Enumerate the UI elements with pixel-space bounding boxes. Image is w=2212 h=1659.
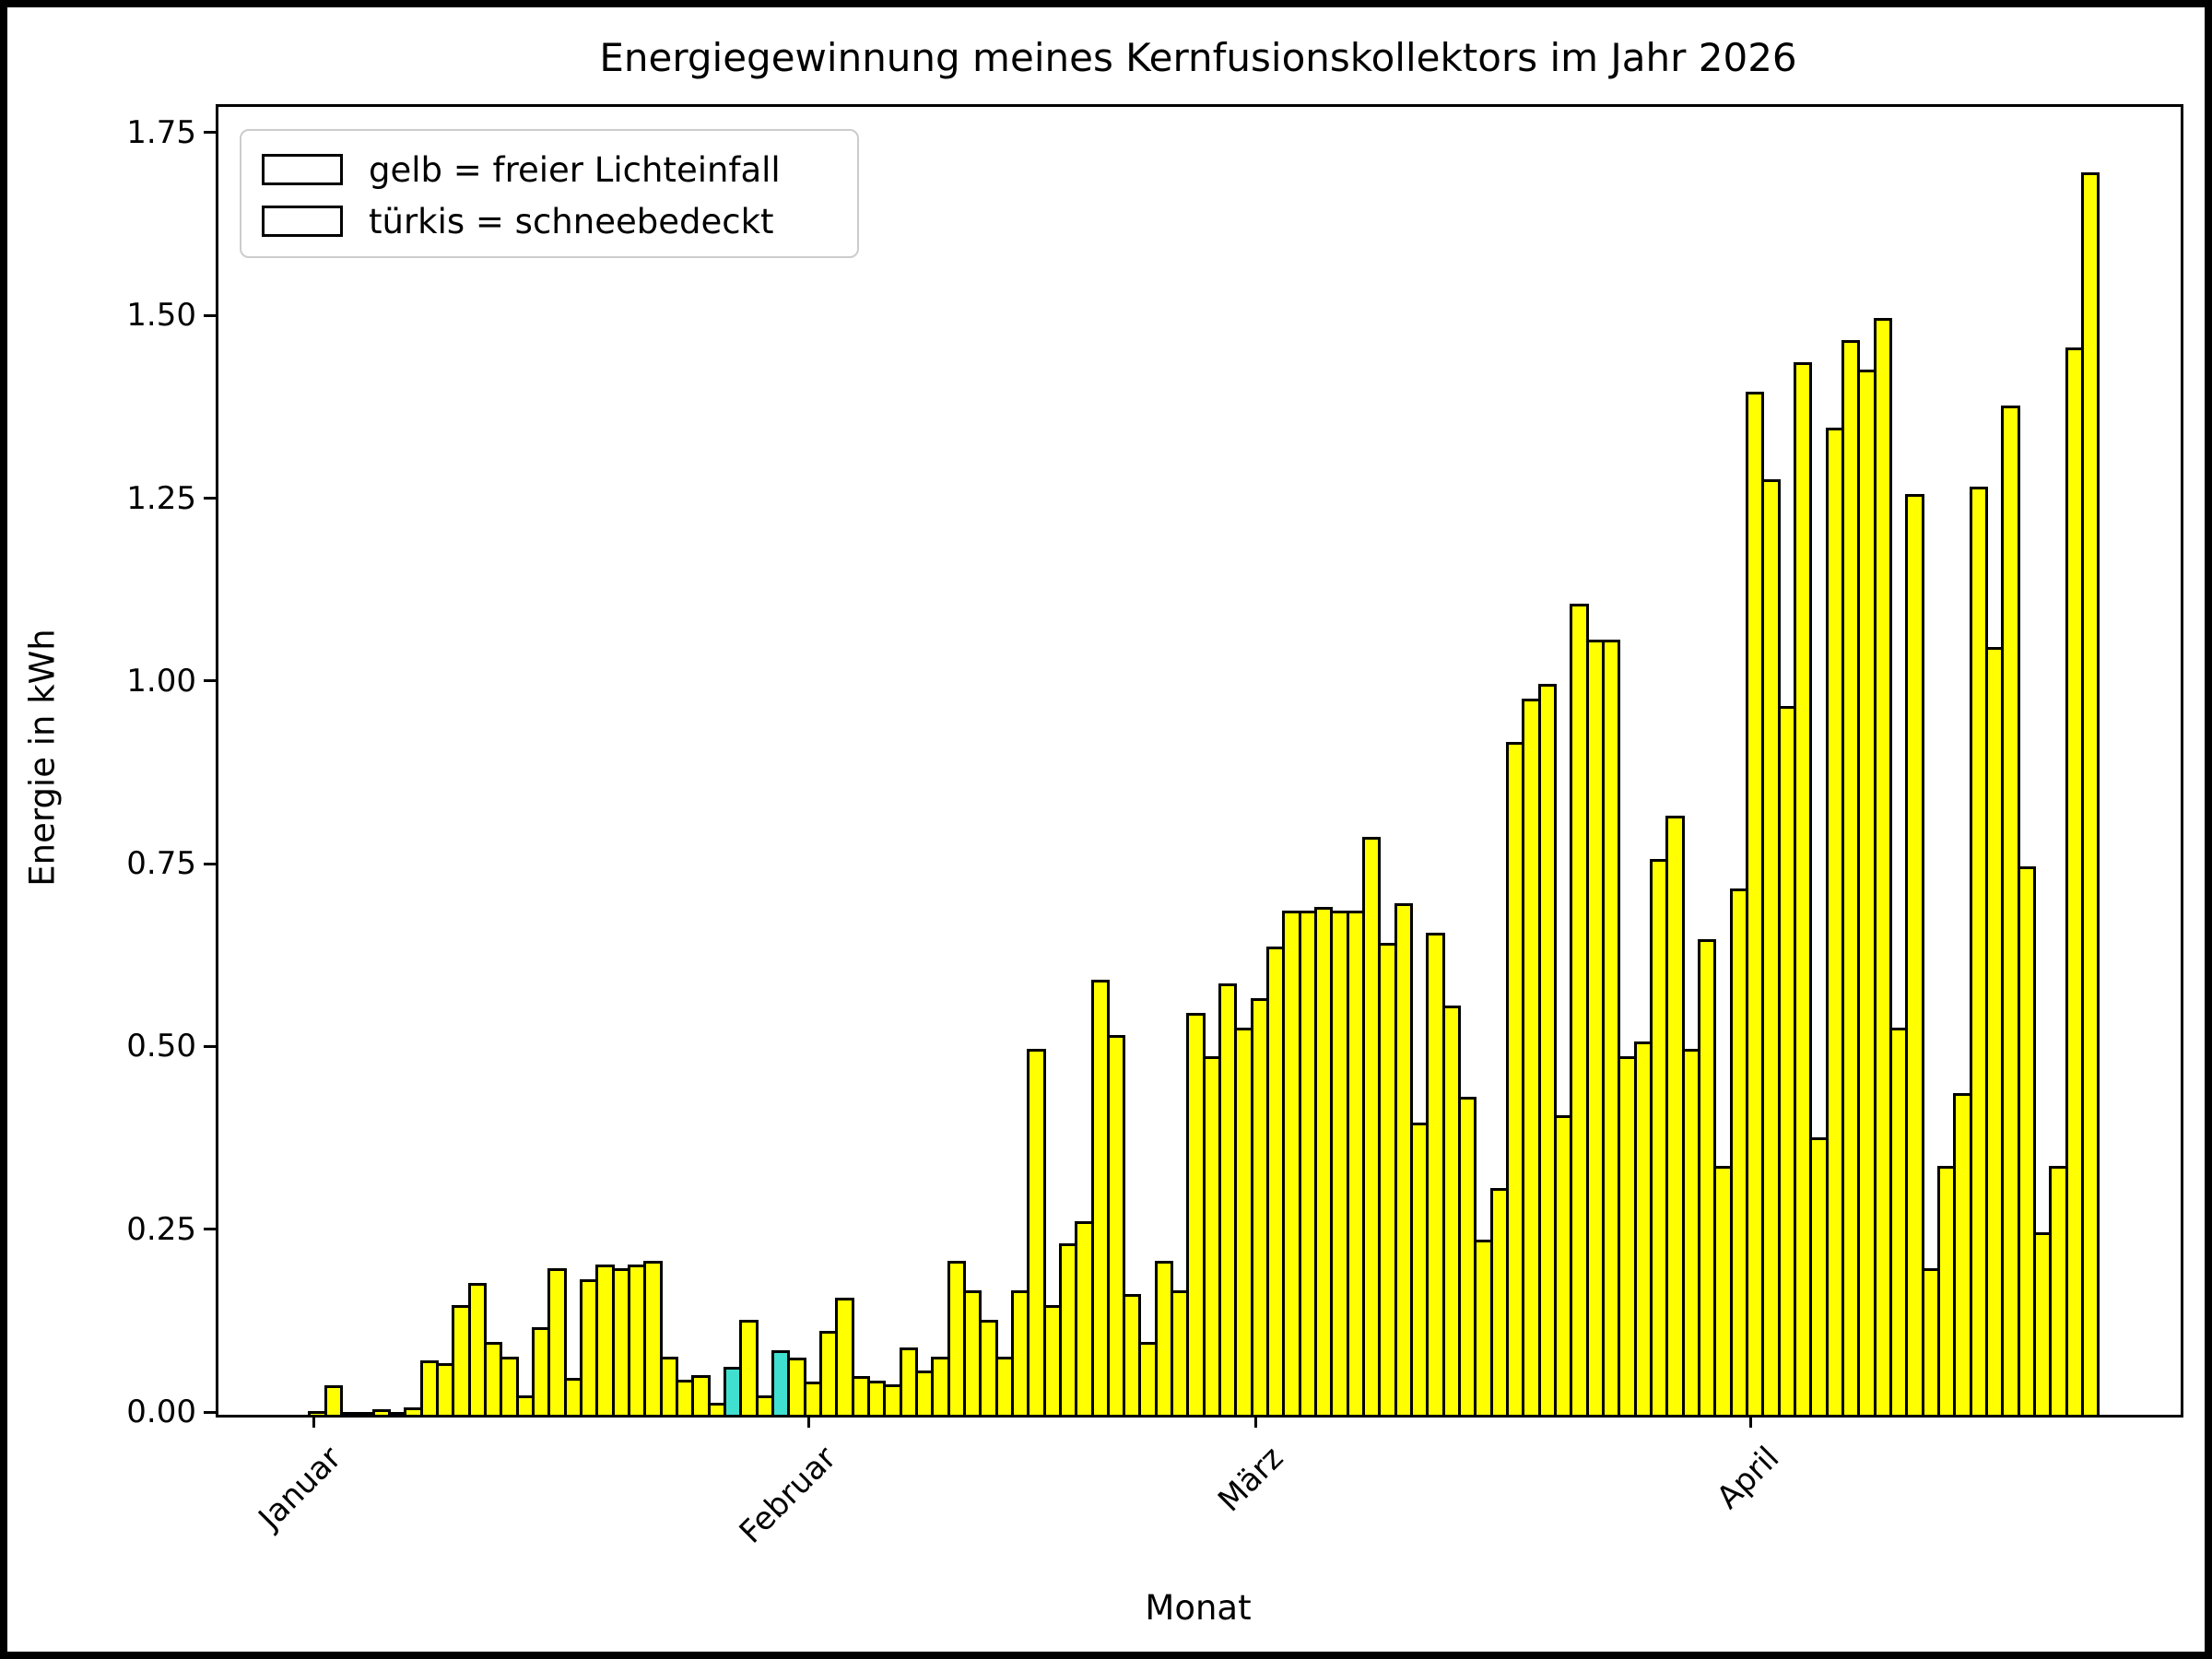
- y-tick-1.00: [204, 679, 216, 683]
- y-tick-0.25: [204, 1228, 216, 1231]
- y-tick-label-1.75: 1.75: [126, 113, 196, 151]
- y-tick-label-1.50: 1.50: [126, 297, 196, 335]
- bar-day-25: [691, 1375, 711, 1415]
- legend-label-snow: türkis = schneebedeckt: [369, 201, 774, 241]
- legend-label-free: gelb = freier Lichteinfall: [369, 149, 781, 190]
- x-tick-label-März: März: [1211, 1440, 1291, 1520]
- x-tick-label-Februar: Februar: [732, 1440, 844, 1551]
- bar-day-34: [835, 1298, 854, 1415]
- y-tick-1.25: [204, 497, 216, 500]
- x-tick-Januar: [312, 1415, 315, 1428]
- x-tick-Februar: [806, 1415, 810, 1428]
- x-tick-April: [1749, 1415, 1753, 1428]
- bar-day-101: [1905, 493, 1924, 1415]
- y-tick-label-0.25: 0.25: [126, 1210, 196, 1248]
- bar-day-16: [547, 1268, 567, 1415]
- bar-day-94: [1794, 361, 1813, 1415]
- legend: gelb = freier Lichteinfall türkis = schn…: [240, 129, 859, 258]
- bar-day-82: [1602, 640, 1621, 1415]
- bar-day-99: [1873, 318, 1892, 1415]
- y-tick-label-1.25: 1.25: [126, 479, 196, 517]
- y-tick-0.75: [204, 862, 216, 865]
- y-tick-label-0.75: 0.75: [126, 845, 196, 883]
- chart-title: Energiegewinnung meines Kernfusionskolle…: [599, 35, 1797, 80]
- legend-swatch-yellow-icon: [262, 154, 343, 185]
- plot-area: [216, 104, 2183, 1418]
- bar-day-51: [1106, 1034, 1126, 1415]
- y-tick-1.50: [204, 313, 216, 317]
- y-tick-label-0.00: 0.00: [126, 1394, 196, 1430]
- bar-day-112: [2080, 171, 2100, 1415]
- x-axis-label: Monat: [1145, 1588, 1252, 1628]
- bar-day-46: [1027, 1049, 1046, 1415]
- y-tick-1.75: [204, 131, 216, 135]
- bar-day-78: [1537, 683, 1558, 1415]
- y-tick-label-0.50: 0.50: [126, 1028, 196, 1065]
- y-tick-label-1.00: 1.00: [126, 662, 196, 700]
- x-tick-label-Januar: Januar: [252, 1440, 349, 1537]
- x-tick-März: [1253, 1415, 1257, 1428]
- bar-day-28: [739, 1319, 759, 1415]
- bar-day-13: [500, 1356, 519, 1415]
- legend-row-free: gelb = freier Lichteinfall: [262, 144, 857, 195]
- x-tick-label-April: April: [1709, 1440, 1786, 1517]
- bar-day-22: [643, 1261, 663, 1415]
- y-axis-label: Energie in kWh: [22, 629, 63, 887]
- bar-day-2: [324, 1385, 343, 1415]
- bar-day-108: [2017, 866, 2036, 1415]
- y-tick-0.50: [204, 1044, 216, 1048]
- y-tick-0.00: [204, 1410, 216, 1414]
- legend-row-snow: türkis = schneebedeckt: [262, 195, 857, 247]
- legend-swatch-turquoise-icon: [262, 206, 343, 237]
